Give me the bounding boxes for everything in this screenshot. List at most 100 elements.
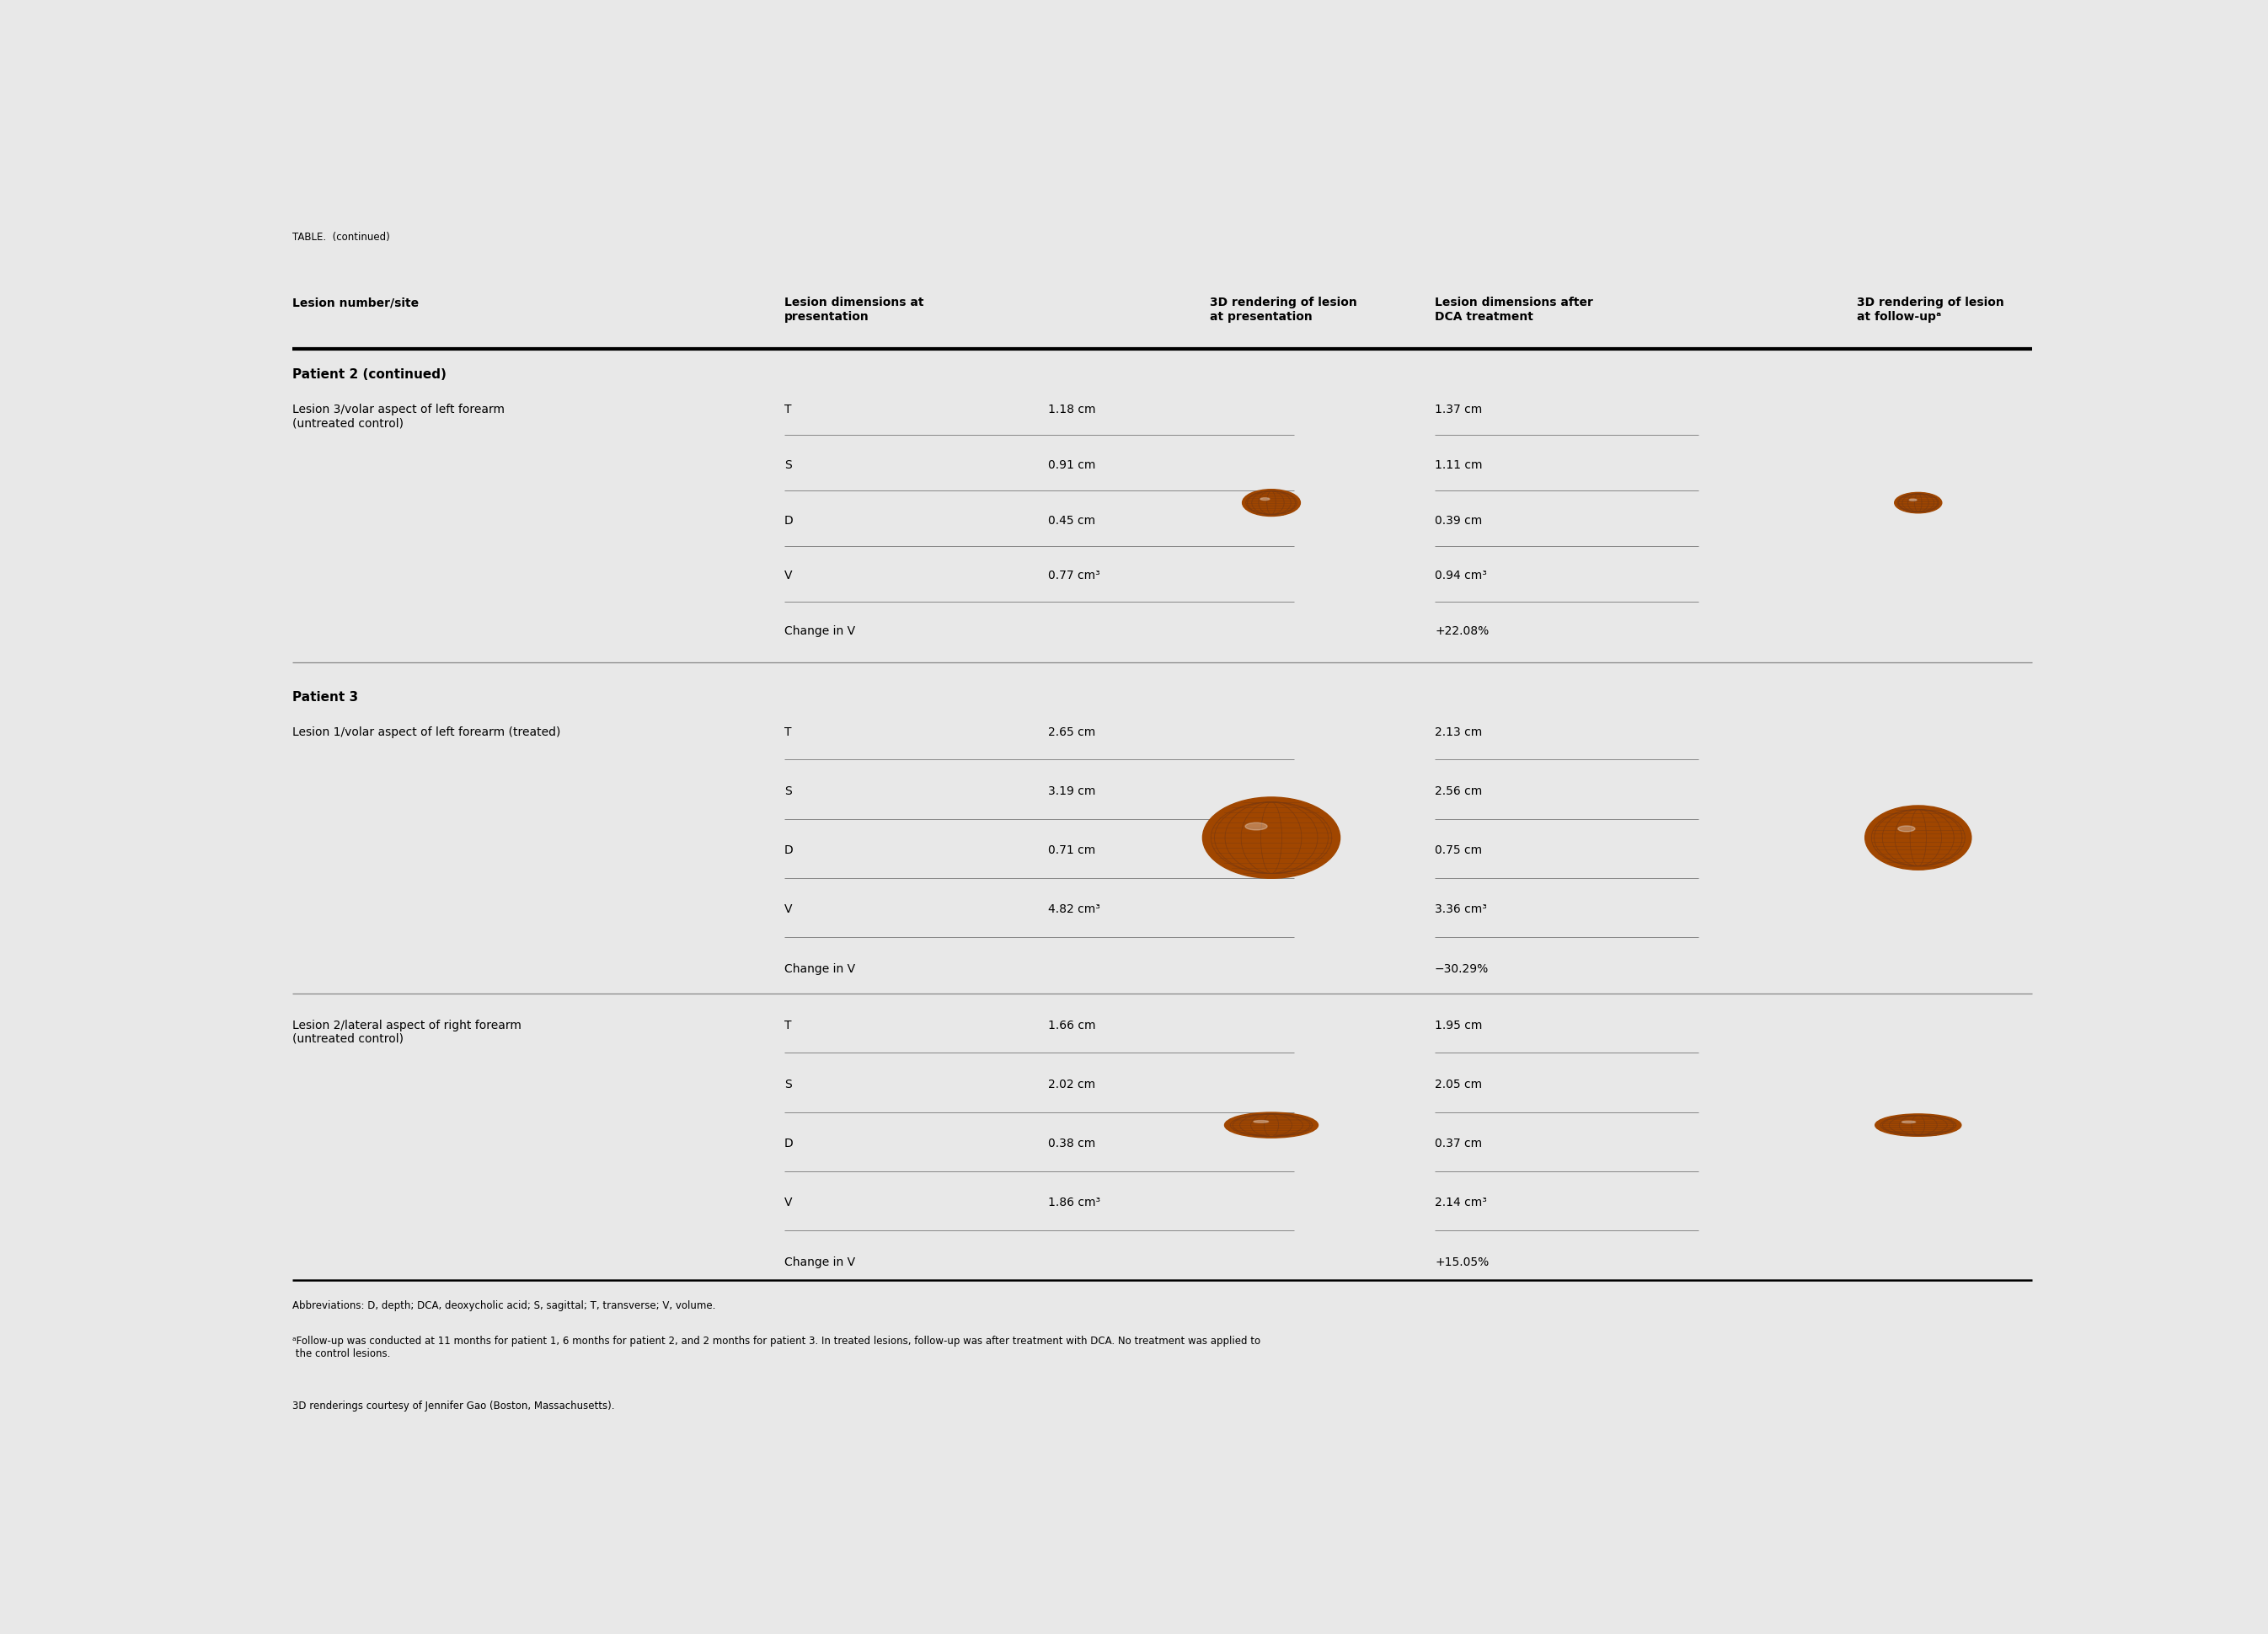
Ellipse shape bbox=[1254, 828, 1288, 848]
Ellipse shape bbox=[1898, 495, 1939, 511]
Text: 4.82 cm³: 4.82 cm³ bbox=[1048, 904, 1100, 915]
Text: S: S bbox=[785, 1078, 792, 1090]
Text: 1.11 cm: 1.11 cm bbox=[1436, 459, 1483, 471]
Ellipse shape bbox=[1907, 1123, 1928, 1127]
Text: 2.65 cm: 2.65 cm bbox=[1048, 725, 1095, 737]
Ellipse shape bbox=[1243, 490, 1300, 516]
Ellipse shape bbox=[1912, 500, 1923, 507]
Ellipse shape bbox=[1252, 495, 1290, 511]
Ellipse shape bbox=[1256, 1121, 1286, 1129]
Text: Change in V: Change in V bbox=[785, 1255, 855, 1268]
Ellipse shape bbox=[1867, 807, 1969, 869]
Text: 2.56 cm: 2.56 cm bbox=[1436, 784, 1483, 797]
Text: 2.05 cm: 2.05 cm bbox=[1436, 1078, 1481, 1090]
Text: Abbreviations: D, depth; DCA, deoxycholic acid; S, sagittal; T, transverse; V, v: Abbreviations: D, depth; DCA, deoxycholi… bbox=[293, 1299, 714, 1310]
Ellipse shape bbox=[1914, 1124, 1923, 1126]
Text: S: S bbox=[785, 784, 792, 797]
Ellipse shape bbox=[1247, 824, 1295, 853]
Ellipse shape bbox=[1254, 495, 1288, 511]
Ellipse shape bbox=[1263, 1124, 1279, 1127]
Ellipse shape bbox=[1263, 500, 1279, 507]
Ellipse shape bbox=[1894, 1119, 1941, 1131]
Ellipse shape bbox=[1236, 1116, 1306, 1136]
Ellipse shape bbox=[1268, 502, 1275, 505]
Ellipse shape bbox=[1234, 815, 1309, 861]
Ellipse shape bbox=[1910, 1123, 1928, 1127]
Text: 2.13 cm: 2.13 cm bbox=[1436, 725, 1483, 737]
Ellipse shape bbox=[1876, 1114, 1962, 1137]
Ellipse shape bbox=[1907, 498, 1928, 508]
Ellipse shape bbox=[1243, 822, 1300, 855]
Ellipse shape bbox=[1229, 1114, 1313, 1137]
Ellipse shape bbox=[1878, 1114, 1960, 1136]
Ellipse shape bbox=[1880, 1116, 1957, 1136]
Text: Change in V: Change in V bbox=[785, 626, 855, 637]
Ellipse shape bbox=[1256, 830, 1286, 846]
Ellipse shape bbox=[1885, 1116, 1953, 1134]
Ellipse shape bbox=[1871, 809, 1966, 868]
Text: T: T bbox=[785, 404, 792, 415]
Text: Lesion 2/lateral aspect of right forearm
(untreated control): Lesion 2/lateral aspect of right forearm… bbox=[293, 1020, 522, 1044]
Ellipse shape bbox=[1254, 1121, 1288, 1129]
Ellipse shape bbox=[1261, 498, 1270, 500]
Ellipse shape bbox=[1225, 1113, 1318, 1137]
Text: +15.05%: +15.05% bbox=[1436, 1255, 1488, 1268]
Text: 3.36 cm³: 3.36 cm³ bbox=[1436, 904, 1488, 915]
Ellipse shape bbox=[1241, 820, 1302, 856]
Text: D: D bbox=[785, 515, 794, 526]
Text: 0.38 cm: 0.38 cm bbox=[1048, 1137, 1095, 1149]
Ellipse shape bbox=[1887, 1118, 1948, 1132]
Ellipse shape bbox=[1898, 827, 1914, 832]
Ellipse shape bbox=[1914, 502, 1923, 505]
Ellipse shape bbox=[1910, 833, 1926, 843]
Ellipse shape bbox=[1885, 817, 1953, 859]
Ellipse shape bbox=[1892, 1119, 1944, 1132]
Ellipse shape bbox=[1245, 492, 1297, 515]
Ellipse shape bbox=[1245, 824, 1268, 830]
Text: 0.94 cm³: 0.94 cm³ bbox=[1436, 570, 1488, 582]
Ellipse shape bbox=[1261, 832, 1281, 845]
Ellipse shape bbox=[1268, 837, 1275, 840]
Ellipse shape bbox=[1259, 1123, 1284, 1129]
Text: 3D renderings courtesy of Jennifer Gao (Boston, Massachusetts).: 3D renderings courtesy of Jennifer Gao (… bbox=[293, 1400, 615, 1412]
Ellipse shape bbox=[1256, 497, 1286, 510]
Ellipse shape bbox=[1207, 799, 1336, 877]
Ellipse shape bbox=[1873, 810, 1964, 866]
Text: T: T bbox=[785, 725, 792, 737]
Ellipse shape bbox=[1263, 500, 1279, 507]
Ellipse shape bbox=[1268, 502, 1275, 505]
Ellipse shape bbox=[1243, 490, 1300, 516]
Text: TABLE.  (continued): TABLE. (continued) bbox=[293, 232, 390, 242]
Text: 0.37 cm: 0.37 cm bbox=[1436, 1137, 1481, 1149]
Ellipse shape bbox=[1220, 807, 1322, 869]
Text: 0.45 cm: 0.45 cm bbox=[1048, 515, 1095, 526]
Ellipse shape bbox=[1905, 497, 1932, 510]
Text: Patient 3: Patient 3 bbox=[293, 691, 358, 703]
Ellipse shape bbox=[1876, 812, 1960, 864]
Text: V: V bbox=[785, 904, 792, 915]
Ellipse shape bbox=[1905, 1123, 1930, 1129]
Ellipse shape bbox=[1907, 832, 1928, 845]
Ellipse shape bbox=[1907, 498, 1930, 508]
Ellipse shape bbox=[1901, 827, 1937, 850]
Ellipse shape bbox=[1898, 1121, 1937, 1131]
Text: 0.77 cm³: 0.77 cm³ bbox=[1048, 570, 1100, 582]
Ellipse shape bbox=[1901, 497, 1935, 510]
Ellipse shape bbox=[1259, 497, 1284, 510]
Text: S: S bbox=[785, 459, 792, 471]
Ellipse shape bbox=[1903, 1121, 1916, 1123]
Ellipse shape bbox=[1905, 830, 1932, 846]
Ellipse shape bbox=[1896, 493, 1939, 513]
Ellipse shape bbox=[1864, 806, 1971, 871]
Text: 3D rendering of lesion
at follow-upᵃ: 3D rendering of lesion at follow-upᵃ bbox=[1857, 297, 2005, 322]
Ellipse shape bbox=[1880, 815, 1955, 861]
Ellipse shape bbox=[1266, 1124, 1277, 1126]
Text: 0.71 cm: 0.71 cm bbox=[1048, 845, 1095, 856]
Ellipse shape bbox=[1266, 833, 1279, 842]
Text: Lesion number/site: Lesion number/site bbox=[293, 297, 420, 309]
Ellipse shape bbox=[1222, 810, 1320, 866]
Ellipse shape bbox=[1238, 1116, 1304, 1134]
Ellipse shape bbox=[1259, 498, 1284, 508]
Ellipse shape bbox=[1245, 1118, 1297, 1132]
Ellipse shape bbox=[1905, 498, 1930, 508]
